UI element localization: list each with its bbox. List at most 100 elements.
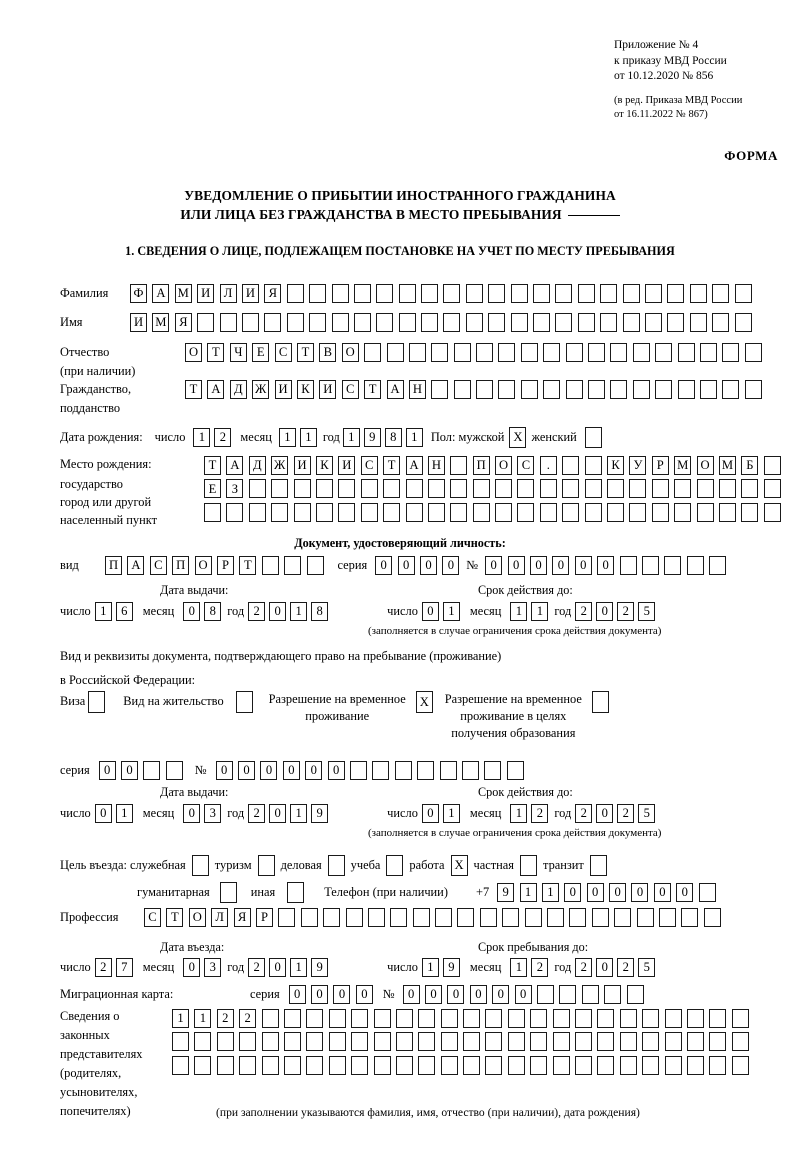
char-cell[interactable] [390, 908, 408, 927]
char-cell[interactable]: П [172, 556, 190, 575]
char-cell[interactable] [194, 1032, 212, 1052]
char-cell[interactable] [172, 1032, 189, 1052]
char-cell[interactable] [517, 502, 535, 522]
char-cell[interactable]: 0 [238, 761, 256, 780]
date-cell[interactable]: 1 [510, 804, 528, 823]
char-cell[interactable] [216, 1055, 234, 1075]
char-cell[interactable] [495, 479, 513, 499]
char-cell[interactable] [440, 1055, 458, 1075]
char-cell[interactable] [465, 313, 483, 332]
char-cell[interactable]: Н [408, 380, 426, 399]
char-cell[interactable] [476, 343, 494, 362]
char-cell[interactable] [457, 908, 475, 927]
char-cell[interactable] [696, 479, 714, 499]
char-cell[interactable] [667, 284, 685, 303]
date-cell[interactable]: 1 [442, 602, 460, 621]
char-cell[interactable]: П [105, 556, 122, 575]
char-cell[interactable] [597, 1032, 615, 1052]
char-cell[interactable] [373, 1009, 391, 1028]
char-cell[interactable] [597, 1055, 615, 1075]
char-cell[interactable]: А [226, 456, 244, 475]
char-cell[interactable] [507, 1009, 525, 1028]
char-cell[interactable]: М [674, 456, 692, 475]
char-cell[interactable]: 0 [98, 761, 116, 780]
char-cell[interactable] [703, 908, 721, 927]
char-cell[interactable]: 0 [597, 556, 615, 575]
char-cell[interactable]: 0 [574, 556, 592, 575]
char-cell[interactable]: И [197, 284, 215, 303]
char-cell[interactable]: И [274, 380, 292, 399]
date-cell[interactable]: 2 [531, 804, 549, 823]
char-cell[interactable]: Я [264, 284, 282, 303]
sex-male-checkbox[interactable]: X [509, 427, 527, 448]
char-cell[interactable] [552, 1055, 570, 1075]
char-cell[interactable] [664, 1032, 682, 1052]
char-cell[interactable]: Ч [229, 343, 247, 362]
char-cell[interactable]: 1 [519, 883, 537, 902]
char-cell[interactable]: 0 [288, 985, 306, 1004]
char-cell[interactable] [376, 313, 394, 332]
char-cell[interactable] [443, 313, 461, 332]
char-cell[interactable] [376, 284, 394, 303]
date-cell[interactable]: 6 [115, 602, 133, 621]
reps-grid-row-2[interactable] [172, 1032, 749, 1052]
char-cell[interactable]: 0 [631, 883, 649, 902]
char-cell[interactable] [664, 1009, 682, 1028]
char-cell[interactable] [373, 1032, 391, 1052]
char-cell[interactable] [741, 479, 759, 499]
char-cell[interactable] [306, 556, 324, 575]
char-cell[interactable]: И [293, 456, 311, 475]
date-cell[interactable]: 8 [384, 428, 402, 447]
char-cell[interactable] [271, 479, 289, 499]
date-cell[interactable]: 3 [204, 958, 222, 977]
char-cell[interactable] [741, 502, 759, 522]
char-cell[interactable]: Т [166, 908, 184, 927]
char-cell[interactable]: 0 [609, 883, 627, 902]
char-cell[interactable] [619, 1055, 637, 1075]
char-cell[interactable]: С [144, 908, 161, 927]
char-cell[interactable] [718, 479, 736, 499]
purpose-official-checkbox[interactable] [191, 855, 209, 876]
char-cell[interactable] [507, 1032, 525, 1052]
char-cell[interactable] [626, 985, 644, 1004]
char-cell[interactable]: 0 [215, 761, 233, 780]
char-cell[interactable] [439, 761, 457, 780]
char-cell[interactable] [485, 1009, 503, 1028]
date-cell[interactable]: 2 [214, 428, 232, 447]
char-cell[interactable]: Я [233, 908, 251, 927]
char-cell[interactable] [479, 908, 497, 927]
char-cell[interactable] [345, 908, 363, 927]
char-cell[interactable] [261, 1009, 279, 1028]
char-cell[interactable] [718, 502, 736, 522]
char-cell[interactable] [731, 1009, 749, 1028]
char-cell[interactable] [575, 1009, 593, 1028]
char-cell[interactable] [338, 479, 356, 499]
char-cell[interactable] [565, 343, 583, 362]
char-cell[interactable]: Е [252, 343, 270, 362]
char-cell[interactable]: О [185, 343, 202, 362]
date-cell[interactable]: 0 [596, 602, 614, 621]
char-cell[interactable] [219, 313, 237, 332]
char-cell[interactable] [664, 1055, 682, 1075]
char-cell[interactable] [450, 456, 468, 475]
char-cell[interactable] [632, 380, 650, 399]
char-cell[interactable] [453, 343, 471, 362]
char-cell[interactable] [216, 1032, 234, 1052]
char-cell[interactable] [331, 313, 349, 332]
char-cell[interactable] [619, 556, 637, 575]
char-cell[interactable] [696, 502, 714, 522]
purpose-transit-checkbox[interactable] [589, 855, 607, 876]
char-cell[interactable] [440, 1009, 458, 1028]
char-cell[interactable] [395, 1009, 413, 1028]
char-cell[interactable] [562, 502, 580, 522]
